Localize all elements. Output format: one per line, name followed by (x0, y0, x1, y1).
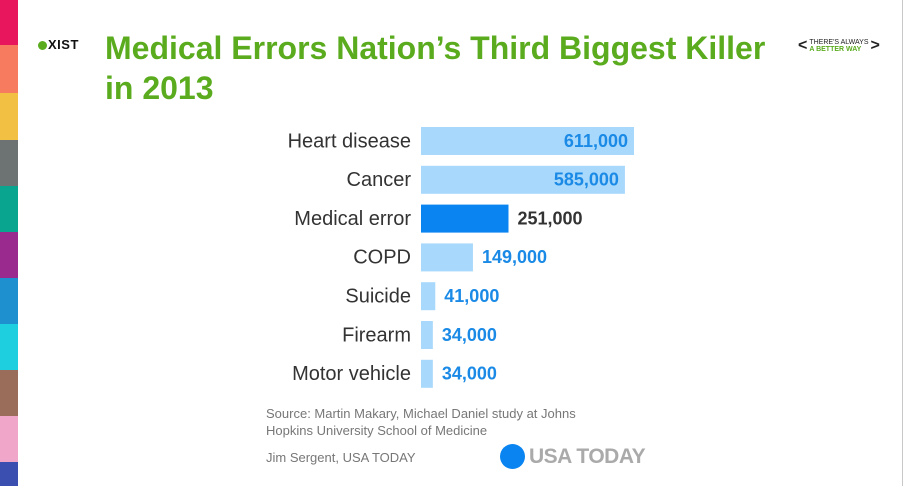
value-label: 41,000 (444, 286, 499, 306)
category-label: Firearm (342, 324, 411, 346)
color-strip (0, 140, 18, 186)
color-strip (0, 0, 18, 45)
color-strip (0, 278, 18, 324)
bar (421, 243, 473, 272)
source-line: Hopkins University School of Medicine (266, 423, 488, 438)
bar (421, 359, 433, 388)
bar (421, 321, 433, 349)
logo: XIST (38, 37, 79, 52)
category-label: Cancer (347, 169, 412, 191)
source-line: Source: Martin Makary, Michael Daniel st… (266, 406, 576, 421)
color-strip (0, 45, 18, 93)
tagline-logo: < THERE'S ALWAYS A BETTER WAY > (798, 37, 880, 54)
category-label: Heart disease (288, 130, 411, 152)
credit: Jim Sergent, USA TODAY (266, 450, 416, 465)
color-strip (0, 93, 18, 140)
color-strip (0, 186, 18, 232)
bar (421, 204, 509, 233)
color-strip (0, 416, 18, 462)
color-strip (0, 370, 18, 416)
category-label: Medical error (294, 208, 411, 230)
color-strip (0, 324, 18, 370)
tagline-line: A BETTER WAY (809, 46, 862, 53)
category-label: COPD (353, 247, 411, 269)
value-label: 34,000 (442, 364, 497, 384)
value-label: 611,000 (564, 131, 628, 151)
value-label: 585,000 (554, 170, 619, 190)
color-strip (0, 462, 18, 486)
bar (421, 282, 436, 311)
tagline-line: THERE'S ALWAYS (809, 39, 869, 46)
bar (421, 127, 634, 155)
brand-text: USA TODAY (529, 444, 646, 468)
chart-title: Medical Errors Nation’s Third Biggest Ki… (105, 30, 766, 106)
category-label: Suicide (345, 285, 411, 307)
color-strip (0, 232, 18, 278)
bar (421, 165, 625, 194)
brand-logo: USA TODAY (500, 444, 646, 469)
logo-text: XIST (48, 37, 79, 52)
value-label: 34,000 (442, 325, 497, 345)
category-label: Motor vehicle (292, 363, 411, 385)
value-label: 149,000 (482, 247, 547, 267)
value-label: 251,000 (518, 208, 583, 228)
